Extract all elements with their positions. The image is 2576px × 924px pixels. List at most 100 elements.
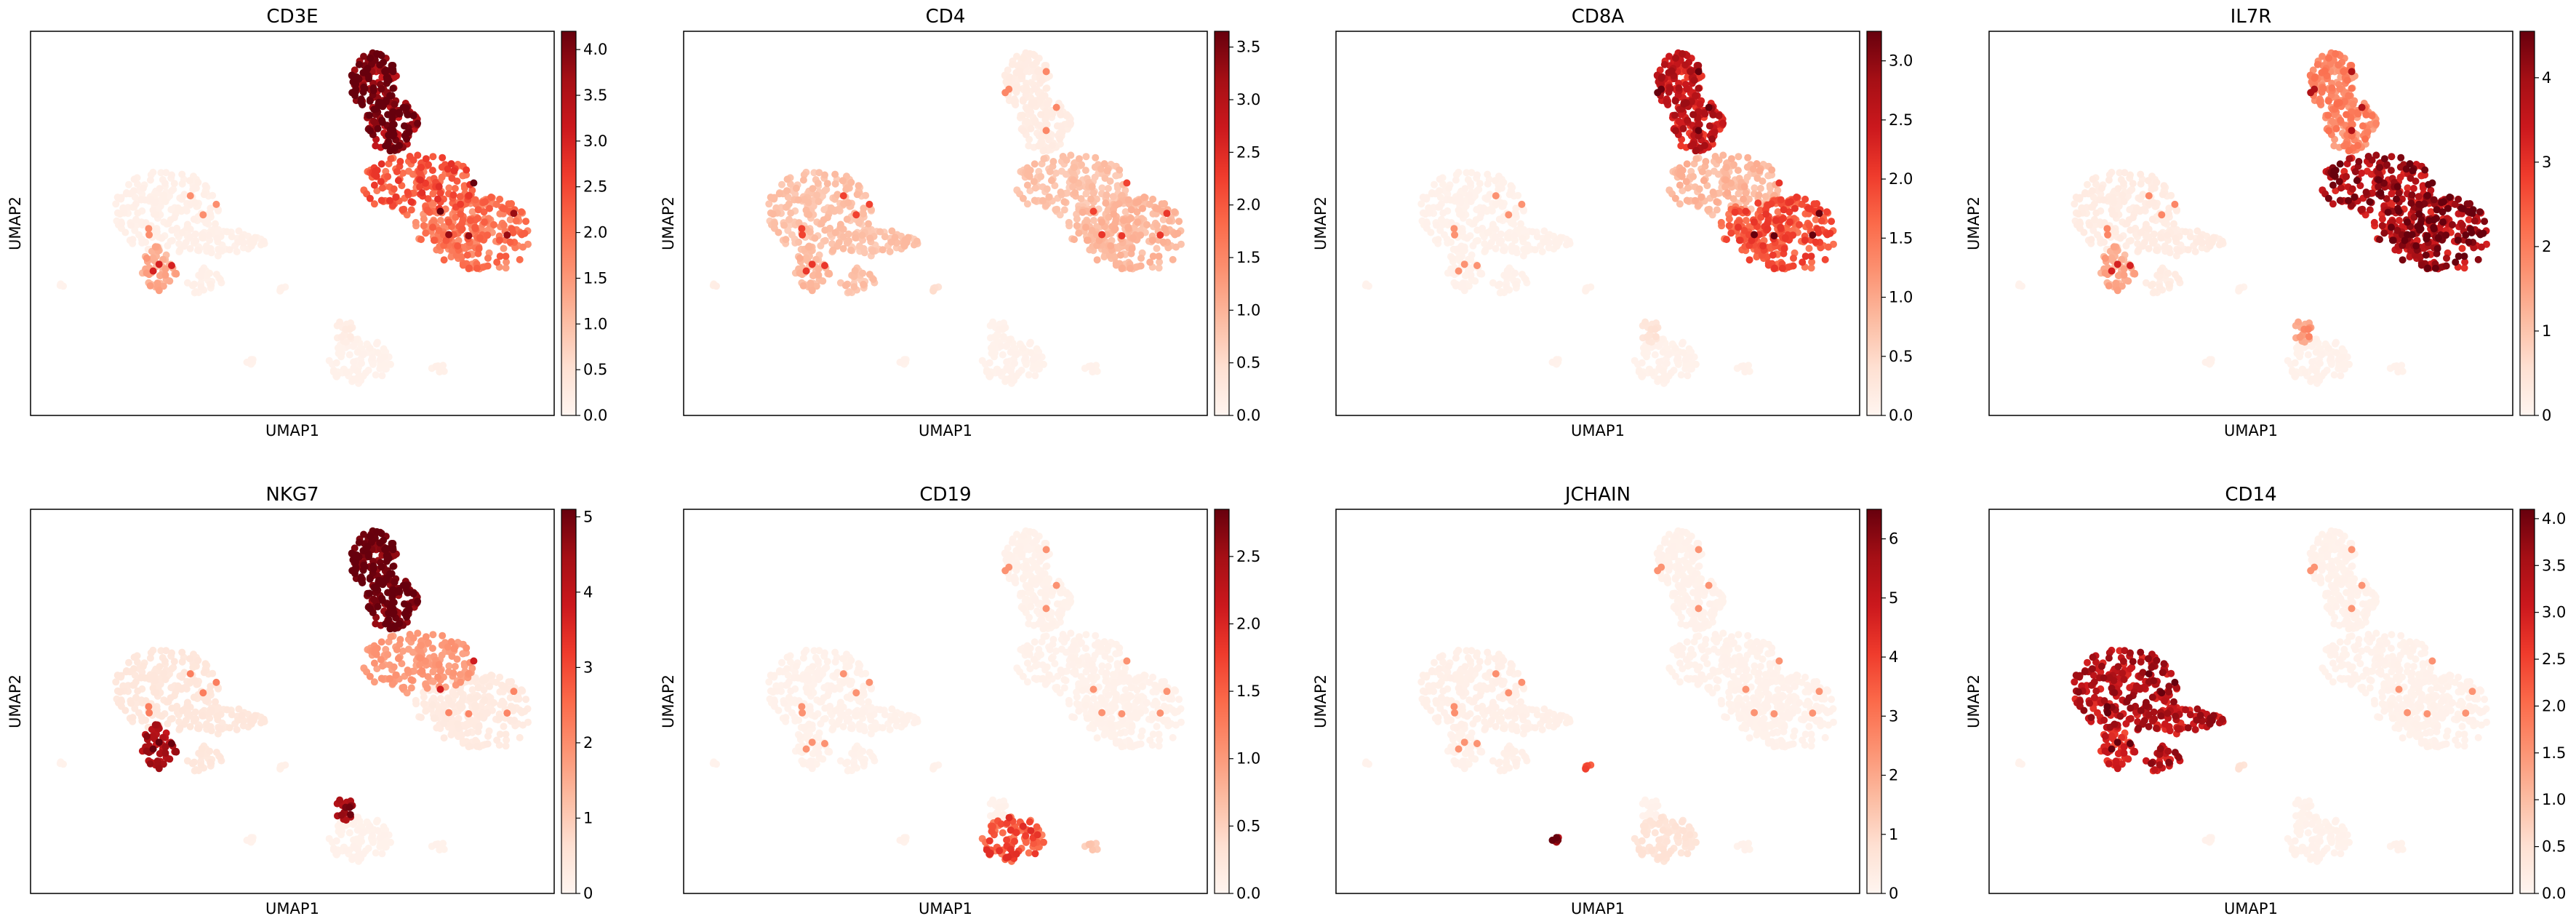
cell-point xyxy=(167,206,175,214)
cell-point xyxy=(170,180,178,188)
cell-point xyxy=(1470,220,1478,228)
cell-point xyxy=(1102,199,1110,207)
cell-point xyxy=(1671,111,1679,119)
cell-point xyxy=(1473,262,1481,269)
cell-point xyxy=(2103,225,2111,233)
cell-point xyxy=(795,238,803,246)
cell-point xyxy=(404,111,412,119)
cell-point xyxy=(1677,142,1685,150)
cell-point xyxy=(1065,218,1073,226)
cell-point xyxy=(2404,218,2411,226)
cell-point xyxy=(386,196,393,204)
cell-point xyxy=(1477,269,1485,277)
cell-point xyxy=(913,237,921,245)
cell-point xyxy=(1159,216,1167,223)
cell-point xyxy=(1419,194,1427,202)
cell-point xyxy=(985,359,993,367)
cell-point xyxy=(1156,258,1164,266)
cell-point xyxy=(1448,269,1456,277)
cell-point xyxy=(2206,356,2214,364)
cell-point xyxy=(2319,52,2326,60)
cell-point xyxy=(1791,204,1799,212)
colorbar xyxy=(1214,31,1230,416)
cell-point xyxy=(765,200,773,208)
cell-point xyxy=(1671,344,1679,352)
cell-point xyxy=(1022,354,1030,362)
cell-point xyxy=(778,180,785,188)
cell-point xyxy=(2316,359,2324,367)
cell-point xyxy=(1071,189,1079,196)
cell-point xyxy=(1727,229,1735,237)
cell-point xyxy=(1019,97,1027,105)
points xyxy=(56,49,532,387)
cell-point xyxy=(851,267,859,274)
cell-point xyxy=(209,191,217,199)
cell-point xyxy=(2458,244,2466,252)
cell-point xyxy=(367,54,374,62)
cell-point xyxy=(1450,225,1458,233)
cell-point xyxy=(831,170,839,178)
cell-point xyxy=(1042,68,1050,76)
cell-point xyxy=(508,225,516,233)
cell-point xyxy=(442,236,450,244)
cell-point xyxy=(194,247,201,254)
cell-point xyxy=(1039,92,1047,100)
cell-point xyxy=(2332,49,2340,57)
cell-point xyxy=(2113,287,2121,295)
cell-point xyxy=(1503,283,1511,291)
cell-point xyxy=(2391,363,2399,370)
cell-point xyxy=(1467,198,1475,205)
cell-point xyxy=(378,850,386,858)
cell-point xyxy=(1778,264,1786,272)
cell-point xyxy=(1696,100,1704,108)
cell-point xyxy=(2327,354,2335,362)
cell-point xyxy=(1786,218,1793,226)
cell-point xyxy=(1665,372,1673,380)
cell-point xyxy=(466,217,474,225)
cell-point xyxy=(1452,282,1460,290)
cell-point xyxy=(366,822,374,830)
cell-point xyxy=(130,175,138,183)
cell-point xyxy=(1518,271,1526,279)
cell-point xyxy=(2336,160,2344,168)
cell-point xyxy=(1663,98,1671,106)
cell-point xyxy=(2348,84,2356,92)
cell-point xyxy=(207,204,215,212)
cell-point xyxy=(2191,247,2199,255)
cell-point xyxy=(1711,153,1719,160)
cell-point xyxy=(439,154,447,162)
cell-point xyxy=(1103,167,1111,175)
cell-point xyxy=(2097,184,2105,192)
cell-point xyxy=(794,196,802,204)
cell-point xyxy=(473,264,481,272)
cell-point xyxy=(2111,211,2119,219)
cell-point xyxy=(1460,260,1468,268)
cell-point xyxy=(1500,178,1508,186)
cell-point xyxy=(1023,200,1031,208)
cell-point xyxy=(1641,318,1649,326)
cell-point xyxy=(1043,185,1051,193)
cell-point xyxy=(370,200,378,208)
cell-point xyxy=(2324,344,2332,352)
cell-point xyxy=(1081,167,1089,175)
cell-point xyxy=(2465,238,2473,246)
cell-point xyxy=(329,846,337,854)
colorbar-tick-label: 3.0 xyxy=(1236,91,1260,108)
cell-point xyxy=(1433,221,1441,229)
cell-point xyxy=(1058,129,1066,136)
cell-point xyxy=(815,271,823,279)
cell-point xyxy=(2087,236,2095,244)
cell-point xyxy=(1003,341,1011,349)
cell-point xyxy=(1053,122,1061,130)
cell-point xyxy=(412,218,420,226)
cell-point xyxy=(886,247,894,255)
cell-point xyxy=(2127,171,2134,179)
cell-point xyxy=(784,194,792,202)
cell-point xyxy=(1079,208,1087,216)
cell-point xyxy=(1083,236,1091,244)
cell-point xyxy=(1652,332,1660,340)
cell-point xyxy=(2291,359,2299,367)
cell-point xyxy=(484,231,492,239)
cell-point xyxy=(1505,211,1513,219)
cell-point xyxy=(2364,129,2372,136)
